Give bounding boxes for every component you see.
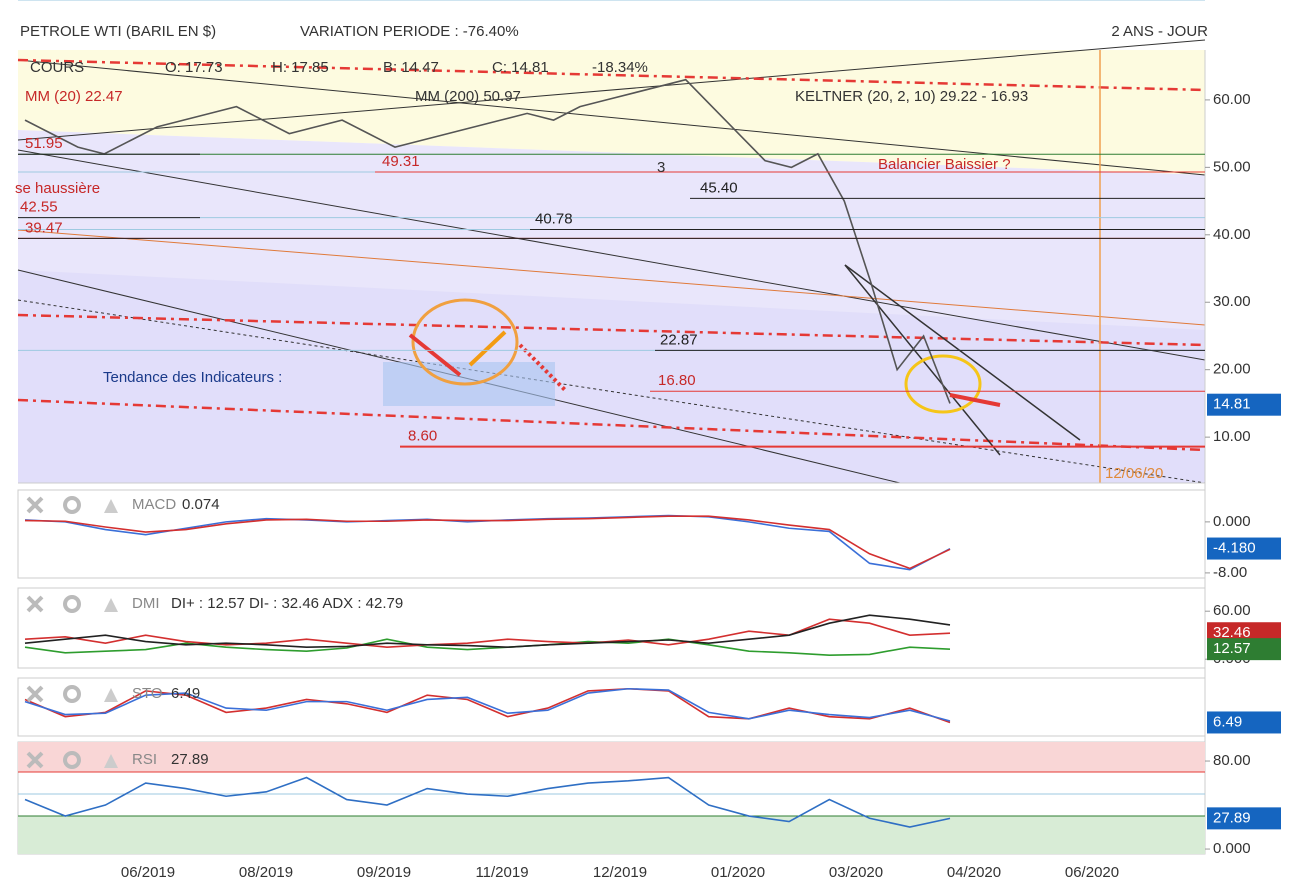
series-line [24, 514, 951, 571]
indicator-name: MACD [132, 496, 176, 513]
legend-entry: O: 17.73 [165, 59, 223, 76]
move-icon [104, 499, 118, 513]
annotation: 3 [657, 159, 665, 176]
indicator-value: 0.074 [182, 496, 220, 513]
indicator-name: STO [132, 685, 163, 702]
y-tick-label: 40.00 [1213, 226, 1251, 243]
y-tick-label: 0.000 [1213, 840, 1251, 857]
x-tick-label: 06/2019 [121, 864, 175, 881]
period: 2 ANS - JOUR [1111, 23, 1208, 40]
series-line [24, 776, 951, 828]
move-icon [104, 598, 118, 612]
legend-entry: COURS [30, 59, 84, 76]
price-badge [1207, 807, 1281, 830]
indicator-value: 27.89 [171, 751, 209, 768]
indicator-value: 6.49 [171, 685, 200, 702]
series-line [24, 614, 951, 649]
series-line [24, 687, 951, 722]
decor [17, 39, 1206, 855]
settings-icon [63, 685, 81, 703]
indicator-name: DMI [132, 595, 160, 612]
annotation: se haussière [15, 180, 100, 197]
close-icon [26, 496, 44, 514]
legend-entry: MM (200) 50.97 [415, 88, 521, 105]
close-icon [26, 751, 44, 769]
price-badge [1207, 537, 1281, 560]
series-line [24, 687, 951, 724]
level-label: 51.95 [25, 135, 63, 152]
level-label: 39.47 [25, 219, 63, 236]
y-tick-label: 0.000 [1213, 513, 1251, 530]
price-badge-label: 14.81 [1213, 396, 1251, 413]
y-tick-label: 60.00 [1213, 602, 1251, 619]
price-badge [1207, 711, 1281, 734]
oversold-zone [18, 816, 1205, 854]
y-tick-label: 60.00 [1213, 91, 1251, 108]
level-label: 8.60 [408, 428, 437, 445]
legend-entry: KELTNER (20, 2, 10) 29.22 - 16.93 [795, 88, 1028, 105]
level-label: 16.80 [658, 372, 696, 389]
level-label: 40.78 [535, 211, 573, 228]
level-label: 22.87 [660, 331, 698, 348]
title: PETROLE WTI (BARIL EN $) [20, 23, 216, 40]
annotation: 12/06/20 [1105, 465, 1163, 482]
x-tick-label: 01/2020 [711, 864, 765, 881]
close-icon [26, 595, 44, 613]
price-badge [1207, 393, 1281, 416]
x-tick-label: 04/2020 [947, 864, 1001, 881]
legend-entry: C: 14.81 [492, 59, 549, 76]
x-tick-label: 03/2020 [829, 864, 883, 881]
level-label: 45.40 [700, 179, 738, 196]
price-badge [1207, 638, 1281, 661]
x-tick-label: 08/2019 [239, 864, 293, 881]
level-label: 49.31 [382, 153, 420, 170]
legend-entry: B: 14.47 [383, 59, 439, 76]
y-tick-label: 30.00 [1213, 293, 1251, 310]
settings-icon [63, 751, 81, 769]
close-icon [26, 685, 44, 703]
x-tick-label: 12/2019 [593, 864, 647, 881]
annotation: Tendance des Indicateurs : [103, 369, 282, 386]
price-badge-label: 6.49 [1213, 713, 1242, 730]
price-badge-label: 12.57 [1213, 640, 1251, 657]
variation: VARIATION PERIODE : -76.40% [300, 23, 519, 40]
settings-icon [63, 496, 81, 514]
series-line [24, 515, 951, 570]
legend-entry: -18.34% [592, 59, 648, 76]
x-tick-label: 11/2019 [475, 864, 528, 881]
indicator-name: RSI [132, 751, 157, 768]
price-badge-label: 32.46 [1213, 624, 1251, 641]
y-tick-label: 50.00 [1213, 158, 1251, 175]
legend-entry: H: 17.85 [272, 59, 329, 76]
settings-icon [63, 595, 81, 613]
annotation: Balancier Baissier ? [878, 156, 1011, 173]
move-icon [104, 754, 118, 768]
series-line [24, 78, 951, 404]
level-label: 42.55 [20, 199, 58, 216]
y-tick-label: -8.00 [1213, 564, 1247, 581]
x-tick-label: 09/2019 [357, 864, 411, 881]
move-icon [104, 688, 118, 702]
overbought-zone [18, 742, 1205, 773]
price-badge-label: -4.180 [1213, 540, 1256, 557]
legend-entry: MM (20) 22.47 [25, 88, 123, 105]
price-badge-label: 27.89 [1213, 809, 1251, 826]
y-tick-label: 80.00 [1213, 752, 1251, 769]
indicator-value: DI+ : 12.57 DI- : 32.46 ADX : 42.79 [171, 595, 403, 612]
y-tick-label: 10.00 [1213, 428, 1251, 445]
y-tick-label: 20.00 [1213, 361, 1251, 378]
x-tick-label: 06/2020 [1065, 864, 1119, 881]
